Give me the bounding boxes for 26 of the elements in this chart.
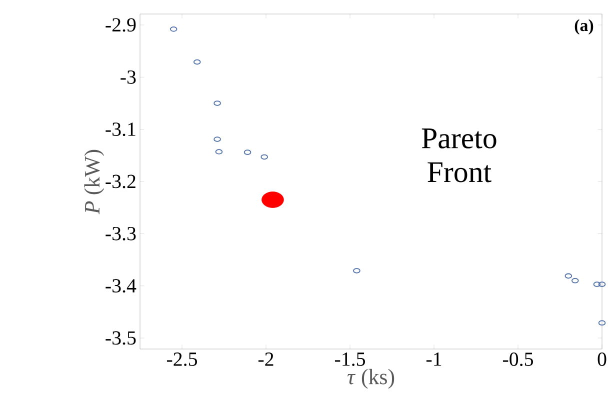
y-tick-label: -3.3 [106,226,136,240]
x-tick-label: -1.5 [334,352,365,366]
x-tick-label: 0 [598,352,606,366]
x-axis-title: τ (ks) [347,368,394,389]
point [193,59,201,65]
y-tick-label: -3.5 [106,331,136,345]
annotation: Pareto Front [422,128,496,182]
point [170,26,178,32]
y-axis-title: P (kW) [84,150,104,214]
point [214,136,221,142]
y-tick-label: -3.4 [106,279,136,293]
point [353,268,360,274]
x-tick-label: -2.5 [166,352,197,366]
annotation: (a) [574,19,594,35]
x-tick-label: -2 [258,352,274,366]
y-tick-label: -3.2 [106,174,136,188]
point [214,100,221,106]
x-tick-label: -0.5 [502,352,533,366]
y-tick-label: -3.1 [106,122,136,136]
point [260,154,268,160]
point [564,273,572,279]
x-tick-label: -1 [426,352,442,366]
point [598,320,606,326]
y-tick-label: -2.9 [106,18,136,32]
y-tick-label: -3 [120,70,136,84]
point [262,192,284,208]
